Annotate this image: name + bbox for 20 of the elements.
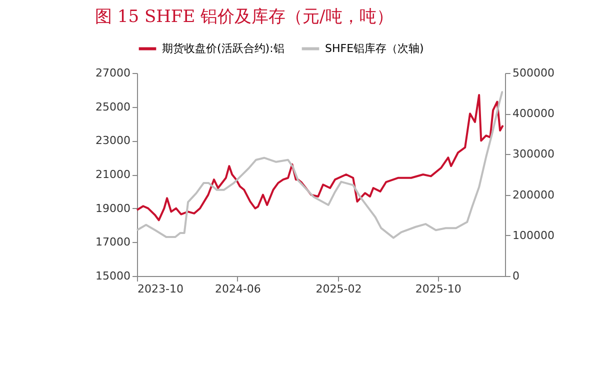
y-tick-label: 23000 bbox=[96, 134, 130, 148]
y2-tick-label: 400000 bbox=[512, 107, 554, 120]
y2-tick-label: 500000 bbox=[512, 66, 554, 80]
x-tick-label: 2023-10 bbox=[138, 282, 184, 296]
y-tick-label: 17000 bbox=[96, 236, 130, 249]
x-tick-label: 2025-02 bbox=[316, 282, 362, 296]
y-tick-label: 25000 bbox=[96, 100, 130, 114]
y2-tick-label: 300000 bbox=[512, 148, 554, 161]
y2-tick-label: 0 bbox=[512, 270, 520, 282]
legend-label: SHFE铝库存（次轴) bbox=[325, 42, 424, 55]
y2-tick-label: 100000 bbox=[512, 228, 554, 242]
x-tick-label: 2024-06 bbox=[214, 282, 261, 296]
x-tick-label: 2025-10 bbox=[415, 282, 462, 296]
y-tick-label: 27000 bbox=[96, 66, 130, 80]
legend-label: 期货收盘价(活跃合约):铝 bbox=[162, 42, 284, 55]
chart-title: 图 15 SHFE 铝价及库存（元/吨，吨） bbox=[95, 7, 394, 27]
y2-tick-label: 200000 bbox=[512, 188, 554, 202]
y-tick-label: 19000 bbox=[96, 202, 130, 215]
y-tick-label: 15000 bbox=[96, 270, 130, 282]
y-tick-label: 21000 bbox=[96, 168, 130, 181]
